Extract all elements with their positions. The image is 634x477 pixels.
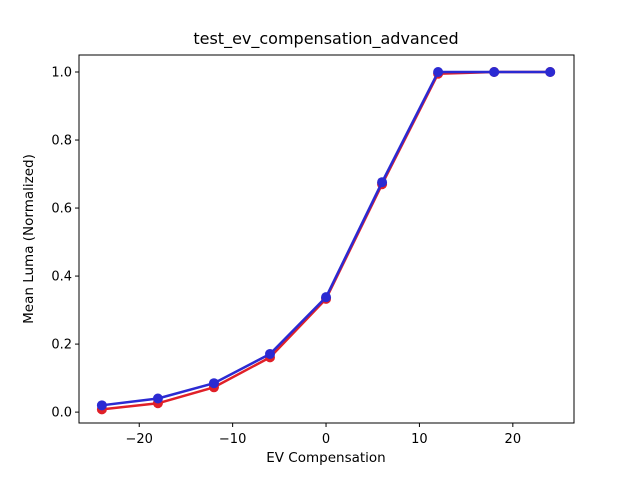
x-tick-label: −20 <box>126 432 153 447</box>
red-series-line <box>100 70 552 411</box>
blue-series-point <box>152 393 163 404</box>
y-tick-label: 0.8 <box>51 134 72 149</box>
blue-series-point <box>377 177 388 188</box>
chart-title: test_ev_compensation_advanced <box>193 29 458 49</box>
y-axis-label: Mean Luma (Normalized) <box>21 154 37 324</box>
blue-series-point <box>321 292 332 303</box>
x-tick-label: 20 <box>505 432 522 447</box>
blue-series-point <box>208 378 219 389</box>
x-tick-label: −10 <box>219 432 246 447</box>
plot-frame <box>78 54 575 424</box>
y-tick-label: 0.0 <box>51 406 72 421</box>
y-tick-label: 1.0 <box>51 66 72 81</box>
blue-series-point <box>264 348 275 359</box>
x-tick-label: 0 <box>322 432 330 447</box>
y-tick-label: 0.6 <box>51 202 72 217</box>
x-axis-label: EV Compensation <box>266 450 386 466</box>
blue-series-point <box>96 400 107 411</box>
axis-ticks: −20 −10 0 10 20 0.0 0.2 0.4 0.6 0.8 1.0 <box>51 66 521 447</box>
blue-series-point <box>433 67 444 78</box>
series-layer <box>96 67 556 415</box>
y-tick-label: 0.2 <box>51 338 72 353</box>
blue-series-point <box>489 67 500 78</box>
x-tick-label: 10 <box>411 432 428 447</box>
blue-series-line <box>100 70 552 407</box>
y-tick-label: 0.4 <box>51 270 72 285</box>
blue-series-point <box>545 67 556 78</box>
